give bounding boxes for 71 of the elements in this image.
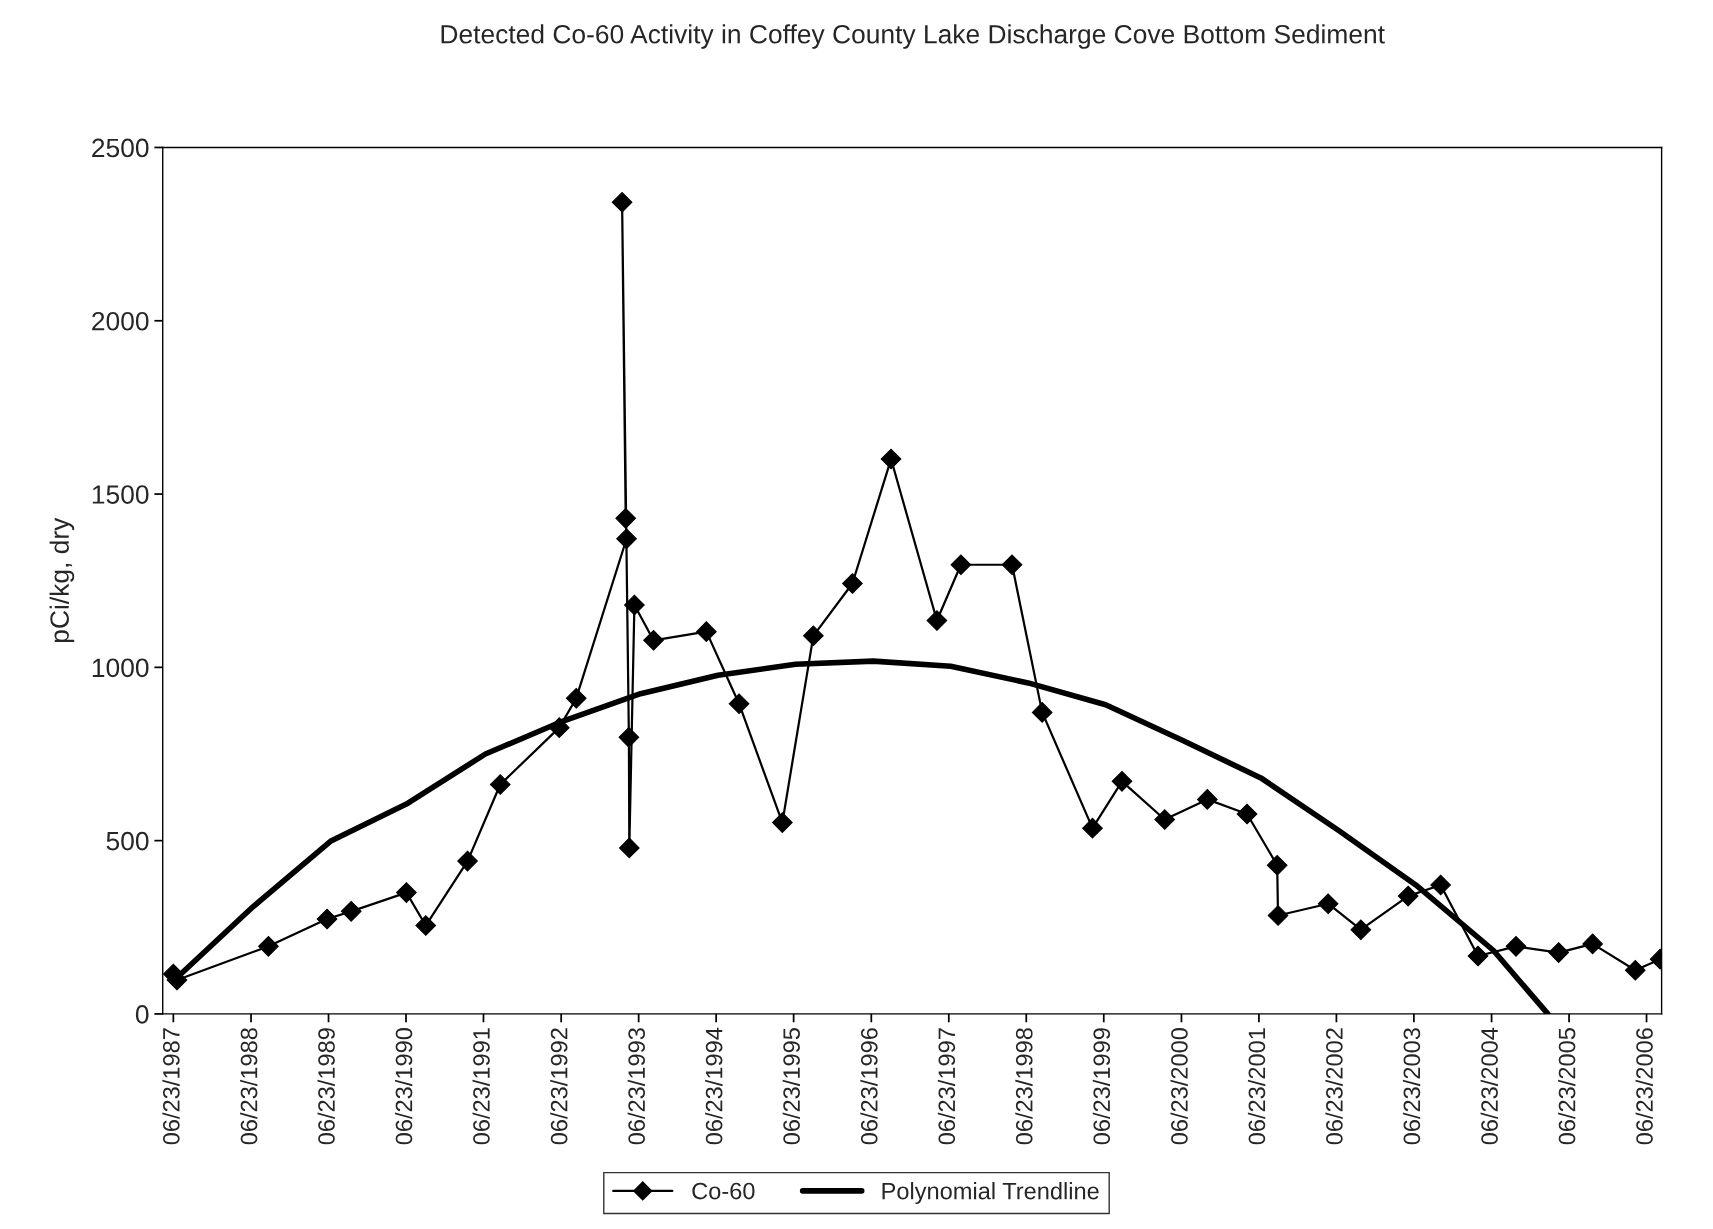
legend-label: Co-60 xyxy=(692,1182,755,1200)
point xyxy=(1001,554,1023,576)
point xyxy=(624,594,645,616)
x-tick-label: 06/23/1987 xyxy=(162,1028,180,1145)
point xyxy=(618,727,640,748)
x-tick-label: 06/23/1999 xyxy=(1092,1028,1111,1145)
point xyxy=(1467,945,1489,967)
point xyxy=(615,507,637,529)
point xyxy=(1624,959,1646,981)
point xyxy=(1267,905,1289,926)
point xyxy=(1350,919,1372,941)
x-tick-label: 06/23/1990 xyxy=(395,1028,413,1145)
point xyxy=(489,774,511,795)
point xyxy=(616,528,637,550)
x-tick-label: 06/23/2001 xyxy=(1247,1028,1266,1145)
point xyxy=(842,573,863,594)
x-tick-label: 06/23/1994 xyxy=(705,1027,723,1145)
legend-label: Polynomial Trendline xyxy=(882,1182,1099,1205)
x-tick-label: 06/23/2003 xyxy=(1402,1028,1421,1145)
point xyxy=(1430,874,1451,896)
x-tick-label: 06/23/1988 xyxy=(240,1028,258,1145)
point xyxy=(772,812,793,833)
x-tick-label: 06/23/1995 xyxy=(782,1028,800,1145)
point xyxy=(1266,854,1288,876)
point xyxy=(643,629,664,651)
point xyxy=(457,850,478,872)
point xyxy=(696,621,717,642)
point xyxy=(611,191,633,213)
x-tick-label: 06/23/2002 xyxy=(1325,1028,1343,1145)
y-tick-label: 2500 xyxy=(92,138,149,158)
x-tick-label: 06/23/1997 xyxy=(937,1028,956,1145)
point xyxy=(1031,702,1053,723)
chart-title: Detected Co-60 Activity in Coffey County Lake Discharge Cove Bottom Sediment xyxy=(441,24,1385,49)
y-tick-label: 0 xyxy=(135,1005,149,1024)
x-tick-label: 06/23/2006 xyxy=(1635,1028,1653,1145)
point xyxy=(880,448,902,470)
point xyxy=(1082,817,1103,839)
x-tick-label: 06/23/1991 xyxy=(472,1028,490,1145)
point xyxy=(728,693,750,715)
point xyxy=(1505,936,1527,957)
y-tick-label: 1000 xyxy=(92,658,149,678)
point xyxy=(1397,885,1419,907)
x-tick-label: 06/23/1993 xyxy=(627,1028,645,1145)
x-tick-label: 06/23/2004 xyxy=(1480,1027,1498,1145)
y-axis-title: pCi/kg, dry xyxy=(49,517,75,643)
x-tick-label: 06/23/2005 xyxy=(1558,1028,1576,1145)
x-tick-label: 06/23/1989 xyxy=(317,1028,335,1145)
point xyxy=(803,625,824,647)
y-tick-label: 500 xyxy=(106,831,149,851)
x-tick-label: 06/23/1996 xyxy=(860,1028,878,1145)
point xyxy=(316,908,338,930)
y-tick-label: 2000 xyxy=(92,311,149,331)
x-tick-label: 06/23/1998 xyxy=(1015,1028,1033,1145)
point xyxy=(950,554,972,576)
point xyxy=(258,936,279,957)
x-tick-label: 06/23/2000 xyxy=(1170,1028,1188,1145)
point xyxy=(415,915,437,936)
point xyxy=(1548,942,1569,963)
y-tick-label: 1500 xyxy=(92,485,149,504)
point xyxy=(1582,933,1603,955)
point xyxy=(618,837,640,859)
point xyxy=(926,610,948,631)
point xyxy=(1154,809,1176,830)
point xyxy=(1317,893,1339,915)
point xyxy=(565,687,587,709)
point xyxy=(1197,789,1218,810)
point xyxy=(340,901,362,922)
point xyxy=(396,882,417,903)
point xyxy=(1236,803,1258,825)
point xyxy=(1111,771,1133,792)
x-tick-label: 06/23/1992 xyxy=(550,1028,568,1145)
